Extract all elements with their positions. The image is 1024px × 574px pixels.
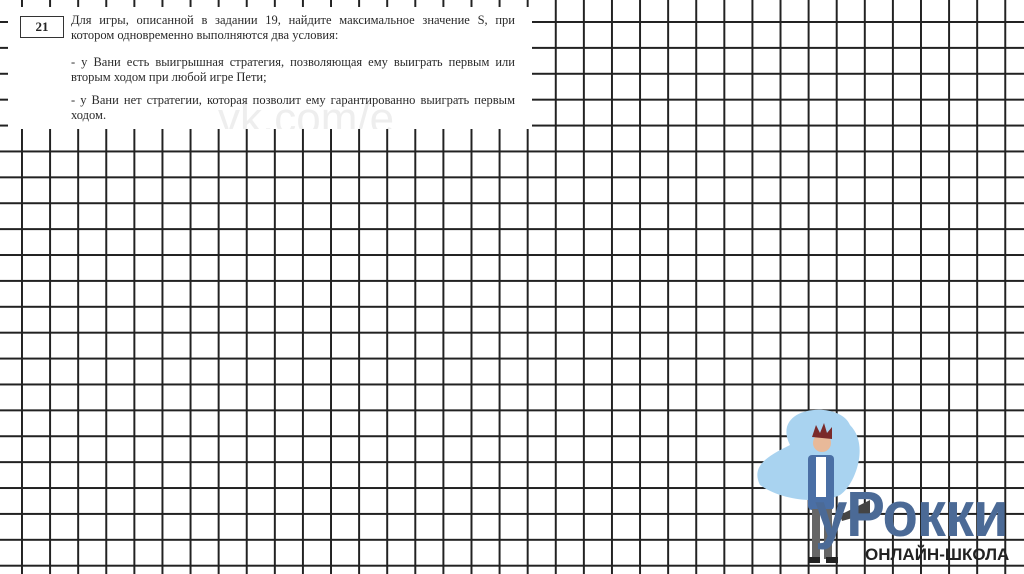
- mascot-illustration: [757, 409, 870, 563]
- brand-logo: уРокки: [815, 478, 1009, 551]
- condition-1: - у Вани есть выигрышная стратегия, позв…: [71, 55, 515, 84]
- task-number: 21: [20, 16, 64, 38]
- brand-subtitle: ОНЛАЙН-ШКОЛА: [865, 545, 1010, 564]
- watermark: vk.com/e: [218, 99, 395, 129]
- task-card: vk.com/e 21 Для игры, описанной в задани…: [8, 7, 532, 129]
- task-intro: Для игры, описанной в задании 19, найдит…: [71, 13, 515, 42]
- condition-2: - у Вани нет стратегии, которая позволит…: [71, 93, 515, 122]
